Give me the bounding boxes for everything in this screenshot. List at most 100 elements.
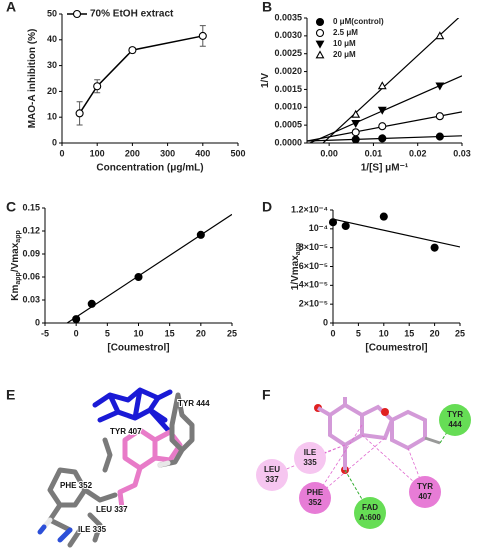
y-tick-label: 4×10⁻⁵ xyxy=(299,280,328,290)
y-tick-label: 10⁻⁴ xyxy=(309,223,328,233)
residue-name: TYR xyxy=(447,410,463,419)
x-axis-label: [Coumestrol] xyxy=(107,343,169,354)
x-tick-label: 500 xyxy=(230,148,245,158)
marker xyxy=(378,122,387,131)
legend-marker xyxy=(315,50,325,59)
y-axis-label: 1/Vmaxapp xyxy=(290,243,303,290)
marker xyxy=(93,82,102,91)
marker xyxy=(351,135,360,144)
x-tick-label: 15 xyxy=(404,328,414,338)
residue-label: LEU 337 xyxy=(96,505,128,514)
x-axis-label: Concentration (μg/mL) xyxy=(96,163,203,174)
series-line xyxy=(78,35,203,114)
marker xyxy=(341,221,350,231)
residue-number: 337 xyxy=(265,475,279,484)
x-tick-label: 20 xyxy=(196,328,206,338)
marker xyxy=(351,128,360,137)
marker xyxy=(87,299,96,308)
y-tick-label: 0.0020 xyxy=(274,66,302,76)
residue-name: PHE xyxy=(307,488,324,497)
y-axis-label: MAO-A inhibition (%) xyxy=(27,29,38,129)
y-tick-label: 0.0015 xyxy=(274,84,302,94)
residue-node xyxy=(409,476,441,508)
marker xyxy=(128,46,137,55)
y-tick-label: 0.0025 xyxy=(274,48,302,58)
y-tick-label: 0.06 xyxy=(22,271,40,281)
residue-number: 335 xyxy=(303,458,317,467)
marker xyxy=(378,134,387,143)
x-tick-label: 15 xyxy=(165,328,175,338)
y-tick-label: 0.0000 xyxy=(274,137,302,147)
marker xyxy=(72,315,81,324)
y-tick-label: 8×10⁻⁵ xyxy=(299,242,328,252)
y-tick-label: 0.03 xyxy=(22,294,40,304)
y-tick-label: 0.09 xyxy=(22,248,40,258)
panel-letter: D xyxy=(262,199,272,215)
x-tick-label: 0.01 xyxy=(365,148,383,158)
residue-node xyxy=(299,482,331,514)
x-tick-label: 5 xyxy=(105,328,110,338)
marker xyxy=(351,120,361,128)
x-tick-label: 0.03 xyxy=(453,148,471,158)
x-tick-label: 100 xyxy=(90,148,105,158)
marker xyxy=(198,31,207,40)
y-tick-label: 10 xyxy=(47,112,57,122)
x-tick-label: -5 xyxy=(41,328,49,338)
y-axis-label-part: Km xyxy=(10,285,21,301)
y-tick-label: 0.0005 xyxy=(274,120,302,130)
x-tick-label: 10 xyxy=(379,328,389,338)
marker xyxy=(377,81,387,90)
y-axis-label-part: 1/V xyxy=(260,73,271,88)
marker xyxy=(379,212,388,221)
legend-marker xyxy=(72,9,82,19)
trend-line xyxy=(333,218,460,248)
y-tick-label: 0 xyxy=(52,137,57,147)
panel-letter: B xyxy=(262,0,272,15)
legend-marker xyxy=(315,28,325,38)
residue-name: ILE xyxy=(304,448,317,457)
y-tick-label: 1.2×10⁻⁴ xyxy=(291,204,328,214)
marker xyxy=(351,109,361,118)
y-tick-label: 2×10⁻⁵ xyxy=(299,299,328,309)
residue-node xyxy=(256,459,288,491)
marker xyxy=(134,272,143,282)
x-tick-label: 0 xyxy=(59,148,64,158)
y-tick-label: 20 xyxy=(47,86,57,96)
y-tick-label: 0.15 xyxy=(22,202,40,212)
marker xyxy=(430,243,439,252)
legend-marker xyxy=(315,17,325,27)
x-tick-label: 25 xyxy=(455,328,465,338)
y-axis-label: Kmapp/Vmaxapp xyxy=(10,230,23,301)
x-axis-label: [Coumestrol] xyxy=(365,343,427,354)
y-axis-label-part: app xyxy=(15,230,22,242)
residue-label: PHE 352 xyxy=(60,481,93,490)
residue-label: TYR 407 xyxy=(110,427,142,436)
marker xyxy=(328,218,338,227)
marker xyxy=(75,109,84,118)
panel-letter: C xyxy=(6,199,16,215)
panel-letter: E xyxy=(6,387,15,403)
x-tick-label: 10 xyxy=(133,328,143,338)
residue-name: FAD xyxy=(362,503,378,512)
marker xyxy=(196,230,205,239)
legend-label: 2.5 μM xyxy=(333,28,358,37)
x-tick-label: 400 xyxy=(195,148,210,158)
y-tick-label: 0.0010 xyxy=(274,102,302,112)
residue-number: A:600 xyxy=(359,513,381,522)
marker xyxy=(435,112,444,121)
residue-name: TYR xyxy=(417,482,433,491)
residue-node xyxy=(439,404,471,436)
y-tick-label: 0 xyxy=(35,317,40,327)
x-tick-label: 0.02 xyxy=(409,148,427,158)
x-tick-label: 0 xyxy=(74,328,79,338)
legend-label: 20 μM xyxy=(333,50,356,59)
residue-node xyxy=(294,442,326,474)
y-tick-label: 0.0035 xyxy=(274,12,302,22)
x-tick-label: 20 xyxy=(430,328,440,338)
x-tick-label: 25 xyxy=(227,328,237,338)
legend-label: 0 μM(control) xyxy=(333,17,384,26)
y-tick-label: 0.0030 xyxy=(274,30,302,40)
y-axis-label: 1/V xyxy=(260,73,271,88)
panel-letter: A xyxy=(6,0,16,15)
residue-number: 407 xyxy=(418,492,432,501)
